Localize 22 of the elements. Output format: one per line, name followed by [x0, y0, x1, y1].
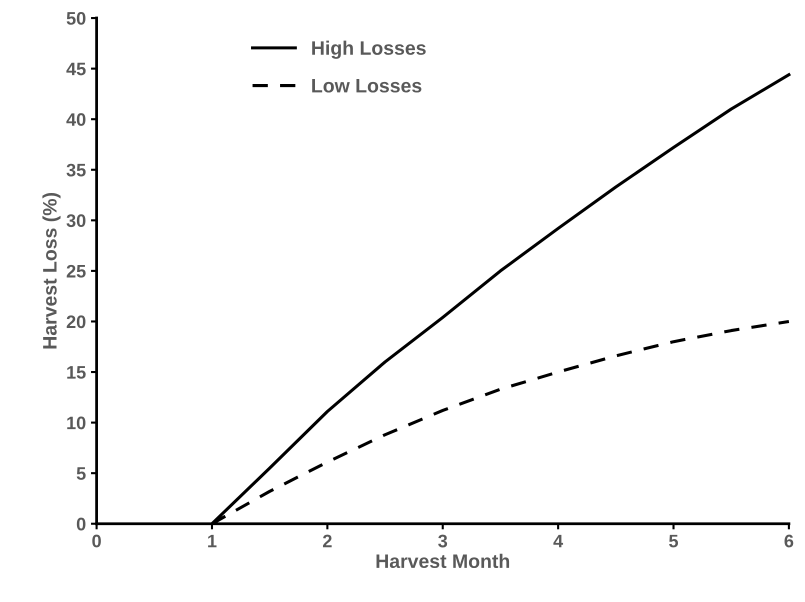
- x-tick-label: 4: [553, 534, 564, 548]
- y-tick-label: 20: [66, 315, 86, 328]
- y-axis-title: Harvest Loss (%): [42, 192, 61, 348]
- x-tick-label: 5: [669, 534, 678, 548]
- y-tick-label: 50: [66, 12, 86, 25]
- x-tick-label: 0: [92, 534, 101, 548]
- x-tick-label: 3: [438, 534, 448, 548]
- y-tick-label: 10: [67, 416, 86, 430]
- y-tick-label: 40: [66, 113, 86, 126]
- y-tick-label: 25: [66, 264, 86, 278]
- x-tick-label: 1: [208, 534, 216, 548]
- y-tick-label: 15: [67, 366, 86, 379]
- legend-label: High Losses: [312, 40, 426, 59]
- y-tick-label: 35: [66, 164, 86, 177]
- x-tick-label: 2: [322, 534, 332, 548]
- x-tick-label: 6: [784, 534, 794, 548]
- y-tick-label: 45: [66, 62, 86, 76]
- x-axis-title: Harvest Month: [376, 554, 510, 568]
- y-tick-label: 5: [76, 467, 86, 480]
- legend-label: Low Losses: [312, 78, 422, 93]
- y-tick-label: 0: [76, 518, 86, 530]
- y-tick-label: 30: [66, 214, 86, 228]
